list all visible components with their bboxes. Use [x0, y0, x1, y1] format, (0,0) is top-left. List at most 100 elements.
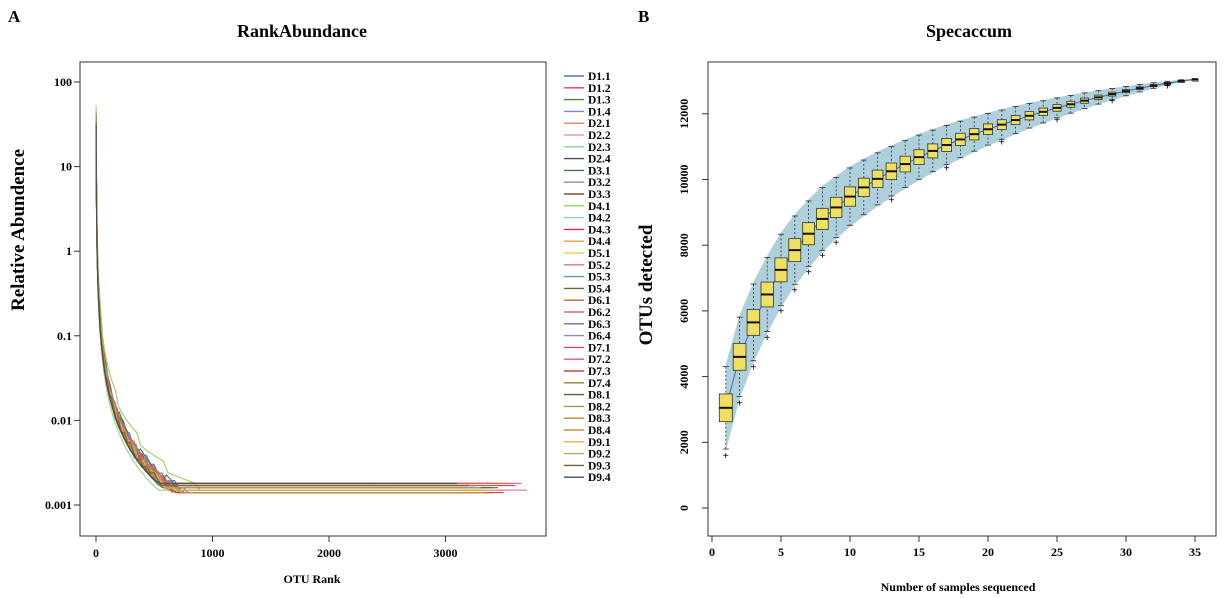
series-line-D3-2: [95, 117, 463, 484]
series-line-D7-2: [95, 115, 522, 484]
boxplot-6: +: [788, 215, 802, 296]
panel-a-legend: D1.1D1.2D1.3D1.4D2.1D2.2D2.3D2.4D3.1D3.2…: [564, 71, 611, 484]
legend-label: D4.4: [588, 236, 611, 248]
series-line-D4-1: [95, 105, 504, 491]
legend-label: D9.3: [588, 460, 611, 472]
series-line-D6-2: [95, 120, 481, 494]
series-line-D6-1: [95, 117, 498, 484]
y-tick-label: 4000: [677, 365, 691, 389]
legend-label: D5.2: [588, 260, 611, 272]
boxplot-20: [983, 113, 994, 146]
legend-label: D7.4: [588, 378, 611, 390]
outlier-point: +: [1109, 96, 1115, 108]
panel-b-plot-frame: [707, 61, 1217, 537]
outlier-point: +: [888, 195, 894, 207]
boxplot-29: +: [1108, 88, 1117, 108]
x-tick-label: 25: [1051, 545, 1063, 559]
panel-a-title: RankAbundance: [237, 21, 367, 41]
x-tick-label: 0: [709, 545, 715, 559]
legend-label: D7.3: [588, 366, 611, 378]
legend-label: D6.3: [588, 319, 611, 331]
series-line-D1-3: [95, 120, 469, 489]
legend-label: D7.2: [588, 354, 611, 366]
boxplot-34: [1177, 79, 1185, 83]
boxplot-28: [1094, 90, 1103, 105]
legend-label: D8.1: [588, 390, 611, 402]
series-line-D8-1: [95, 126, 493, 489]
series-line-D5-1: [95, 119, 493, 494]
y-tick-label: 0.1: [57, 329, 72, 343]
panel-b-y-axis-label: OTUs detected: [636, 224, 657, 345]
x-tick-label: 30: [1120, 545, 1132, 559]
series-line-D5-2: [95, 118, 527, 491]
legend-label: D9.1: [588, 437, 611, 449]
panel-a-y-axis-label: Relative Abundence: [8, 149, 29, 311]
x-tick-label: 10: [844, 545, 856, 559]
legend-label: D5.1: [588, 248, 611, 260]
boxplot-13: +: [885, 146, 898, 207]
legend-label: D5.3: [588, 272, 611, 284]
x-tick-label: 15: [913, 545, 925, 559]
series-line-D3-1: [95, 112, 475, 487]
panel-b-x-axis-label: Number of samples sequenced: [881, 580, 1036, 594]
boxplot-15: [913, 134, 925, 180]
series-line-D4-3: [95, 124, 516, 487]
panel-b: B Specaccum 0200040006000800010000120000…: [636, 7, 1217, 594]
legend-label: D8.4: [588, 425, 611, 437]
boxplot-35: [1191, 78, 1199, 82]
legend-label: D1.3: [588, 95, 611, 107]
series-line-D2-1: [95, 125, 490, 484]
legend-label: D9.2: [588, 449, 611, 461]
x-tick-label: 1000: [201, 546, 225, 560]
y-tick-label: 100: [54, 75, 72, 89]
y-tick-label: 0.01: [51, 413, 72, 427]
legend-label: D1.2: [588, 83, 611, 95]
panel-b-label: B: [638, 7, 649, 26]
y-tick-label: 10000: [677, 165, 691, 195]
legend-label: D2.2: [588, 130, 611, 142]
y-tick-label: 6000: [677, 299, 691, 323]
outlier-point: +: [778, 306, 784, 318]
outlier-point: +: [805, 266, 811, 278]
legend-label: D4.2: [588, 213, 611, 225]
outlier-point: +: [819, 250, 825, 262]
boxplot-7: +: [802, 200, 815, 278]
legend-label: D2.4: [588, 154, 611, 166]
series-line-D4-4: [95, 123, 510, 484]
x-tick-label: 0: [93, 546, 99, 560]
series-line-D8-2: [95, 120, 475, 487]
series-line-D8-3: [95, 116, 405, 484]
legend-label: D6.1: [588, 295, 611, 307]
series-line-D9-4: [95, 125, 458, 484]
x-tick-label: 5: [778, 545, 784, 559]
legend-label: D6.4: [588, 331, 611, 343]
legend-label: D5.4: [588, 283, 611, 295]
outlier-point: +: [943, 162, 949, 174]
panel-a-plot-frame: [79, 61, 547, 537]
outlier-point: +: [750, 361, 756, 373]
boxplot-27: [1080, 92, 1089, 109]
boxplot-14: [899, 140, 911, 188]
series-line-D5-4: [95, 125, 475, 487]
confidence-band-area: [725, 78, 1195, 452]
outlier-point: +: [736, 398, 742, 410]
series-line-D9-1: [95, 119, 498, 491]
boxplot-17: +: [941, 125, 952, 174]
boxplot-32: [1149, 82, 1158, 89]
legend-label: D1.1: [588, 71, 611, 83]
series-line-D5-3: [95, 117, 487, 489]
legend-label: D1.4: [588, 106, 611, 118]
panel-a-axes: 100 10 1 0.1 0.01 0.001 0 1000 2000 3000: [45, 75, 458, 560]
boxplot-9: +: [830, 176, 843, 249]
series-line-D9-2: [95, 123, 481, 489]
legend-label: D3.1: [588, 165, 611, 177]
panel-a: A RankAbundance 100 10 1 0.1 0.01 0.001 0 1000 2…: [8, 7, 611, 586]
boxplot-22: [1010, 106, 1021, 134]
legend-label: D9.4: [588, 472, 611, 484]
panel-b-boxplots: + + + + + + + + + + + + + + +: [718, 78, 1199, 462]
legend-label: D8.3: [588, 413, 611, 425]
series-line-D2-3: [95, 132, 434, 491]
legend-label: D3.3: [588, 189, 611, 201]
legend-label: D4.1: [588, 201, 611, 213]
